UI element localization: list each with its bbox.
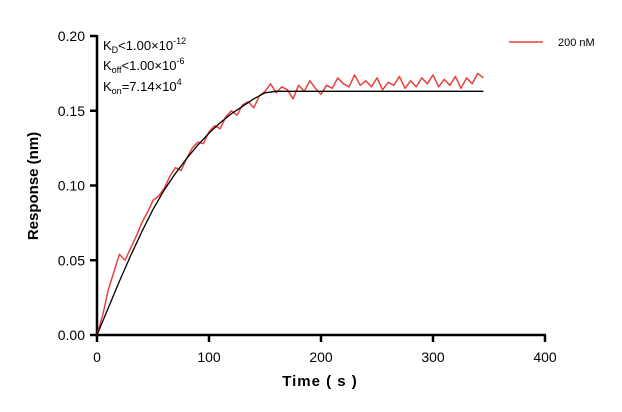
legend: 200 nM (509, 37, 595, 49)
y-tick-label: 0.10 (58, 178, 85, 194)
x-tick-label: 0 (93, 349, 101, 365)
x-axis-label: Time ( s ) (282, 373, 358, 390)
kinetics-annotation: KD<1.00×10-12 Koff<1.00×10-6 Kon=7.14×10… (103, 36, 186, 96)
x-tick-label: 100 (197, 349, 221, 365)
y-axis-label: Response (nm) (25, 132, 42, 240)
y-tick-label: 0.15 (58, 103, 85, 119)
koff-annotation: Koff<1.00×10-6 (103, 56, 184, 75)
y-tick-label: 0.05 (58, 252, 85, 268)
legend-label-200nm: 200 nM (558, 37, 595, 49)
series-200nm-line (96, 72, 484, 336)
kd-annotation: KD<1.00×10-12 (103, 36, 186, 55)
y-tick-label: 0.00 (58, 327, 85, 343)
kon-annotation: Kon=7.14×104 (103, 77, 182, 96)
y-tick-label: 0.20 (58, 28, 85, 44)
fit-curve-line (96, 90, 484, 336)
x-tick-label: 400 (533, 349, 557, 365)
x-tick-label: 300 (421, 349, 445, 365)
x-tick-label: 200 (309, 349, 333, 365)
